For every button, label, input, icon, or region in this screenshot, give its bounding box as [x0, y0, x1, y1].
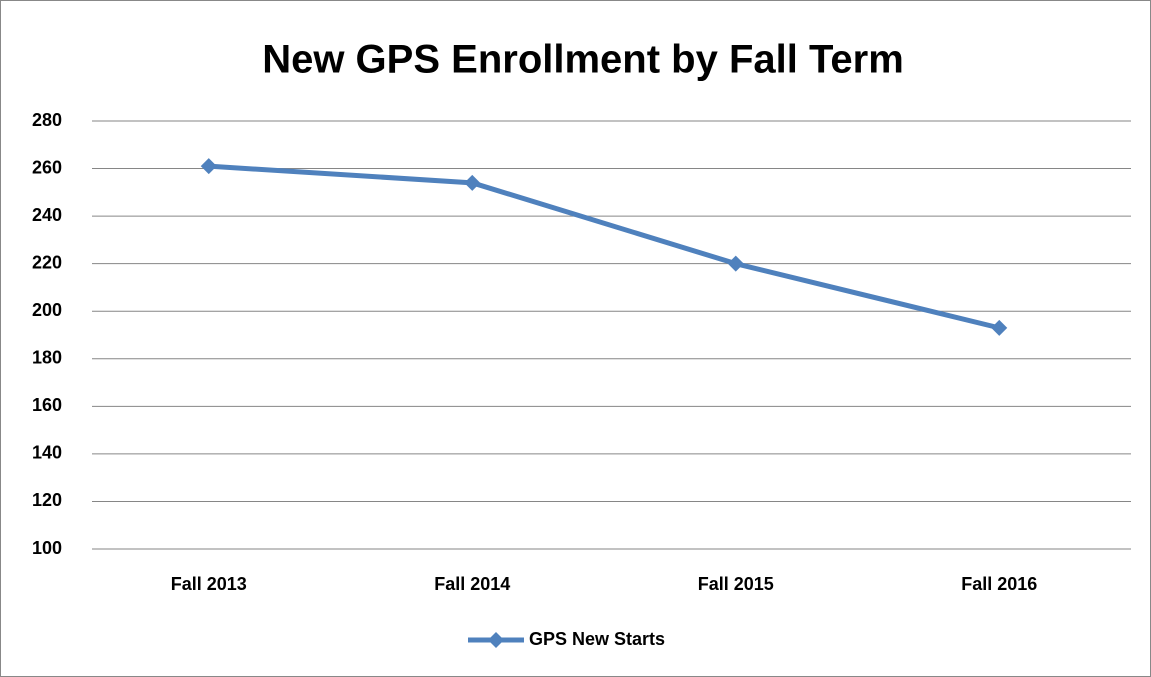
y-tick-label: 120: [32, 490, 62, 510]
y-tick-label: 180: [32, 348, 62, 368]
point-marker: [200, 158, 217, 175]
x-tick-label: Fall 2015: [698, 574, 774, 594]
point-marker: [464, 174, 481, 191]
y-tick-label: 200: [32, 300, 62, 320]
y-tick-label: 160: [32, 395, 62, 415]
y-tick-label: 140: [32, 443, 62, 463]
x-tick-label: Fall 2013: [171, 574, 247, 594]
x-tick-label: Fall 2014: [434, 574, 510, 594]
point-marker: [991, 319, 1008, 336]
y-tick-label: 280: [32, 110, 62, 130]
y-tick-label: 260: [32, 157, 62, 177]
y-tick-label: 220: [32, 252, 62, 272]
point-marker: [727, 255, 744, 272]
y-tick-label: 240: [32, 205, 62, 225]
legend-marker: [488, 632, 504, 648]
series-line: [208, 163, 1000, 331]
chart-title: New GPS Enrollment by Fall Term: [262, 38, 904, 82]
x-tick-label: Fall 2016: [961, 574, 1037, 594]
y-tick-label: 100: [32, 538, 62, 558]
legend-label: GPS New Starts: [529, 629, 665, 649]
